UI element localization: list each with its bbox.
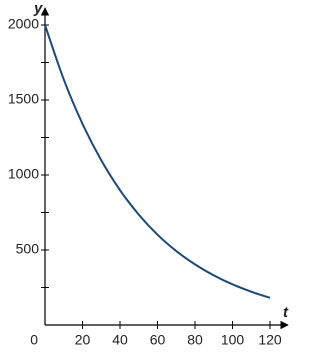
x-tick-label: 100 (221, 332, 245, 348)
x-axis-title: t (283, 304, 289, 321)
x-tick-label: 120 (258, 332, 282, 348)
y-tick-label: 2000 (8, 16, 39, 32)
x-tick-label: 60 (150, 332, 166, 348)
x-tick-label: 20 (75, 332, 91, 348)
x-tick-label: 80 (187, 332, 203, 348)
chart: y t 500 1000 1500 2000 0 20 40 60 80 100 120 (8, 0, 289, 348)
x-tick-label: 40 (112, 332, 128, 348)
curve (44, 24, 271, 299)
y-tick-label: 1000 (8, 166, 39, 182)
y-tick-label: 500 (16, 241, 40, 257)
y-axis-title: y (33, 0, 43, 17)
x-tick-label: 0 (30, 332, 38, 348)
y-tick-label: 1500 (8, 91, 39, 107)
